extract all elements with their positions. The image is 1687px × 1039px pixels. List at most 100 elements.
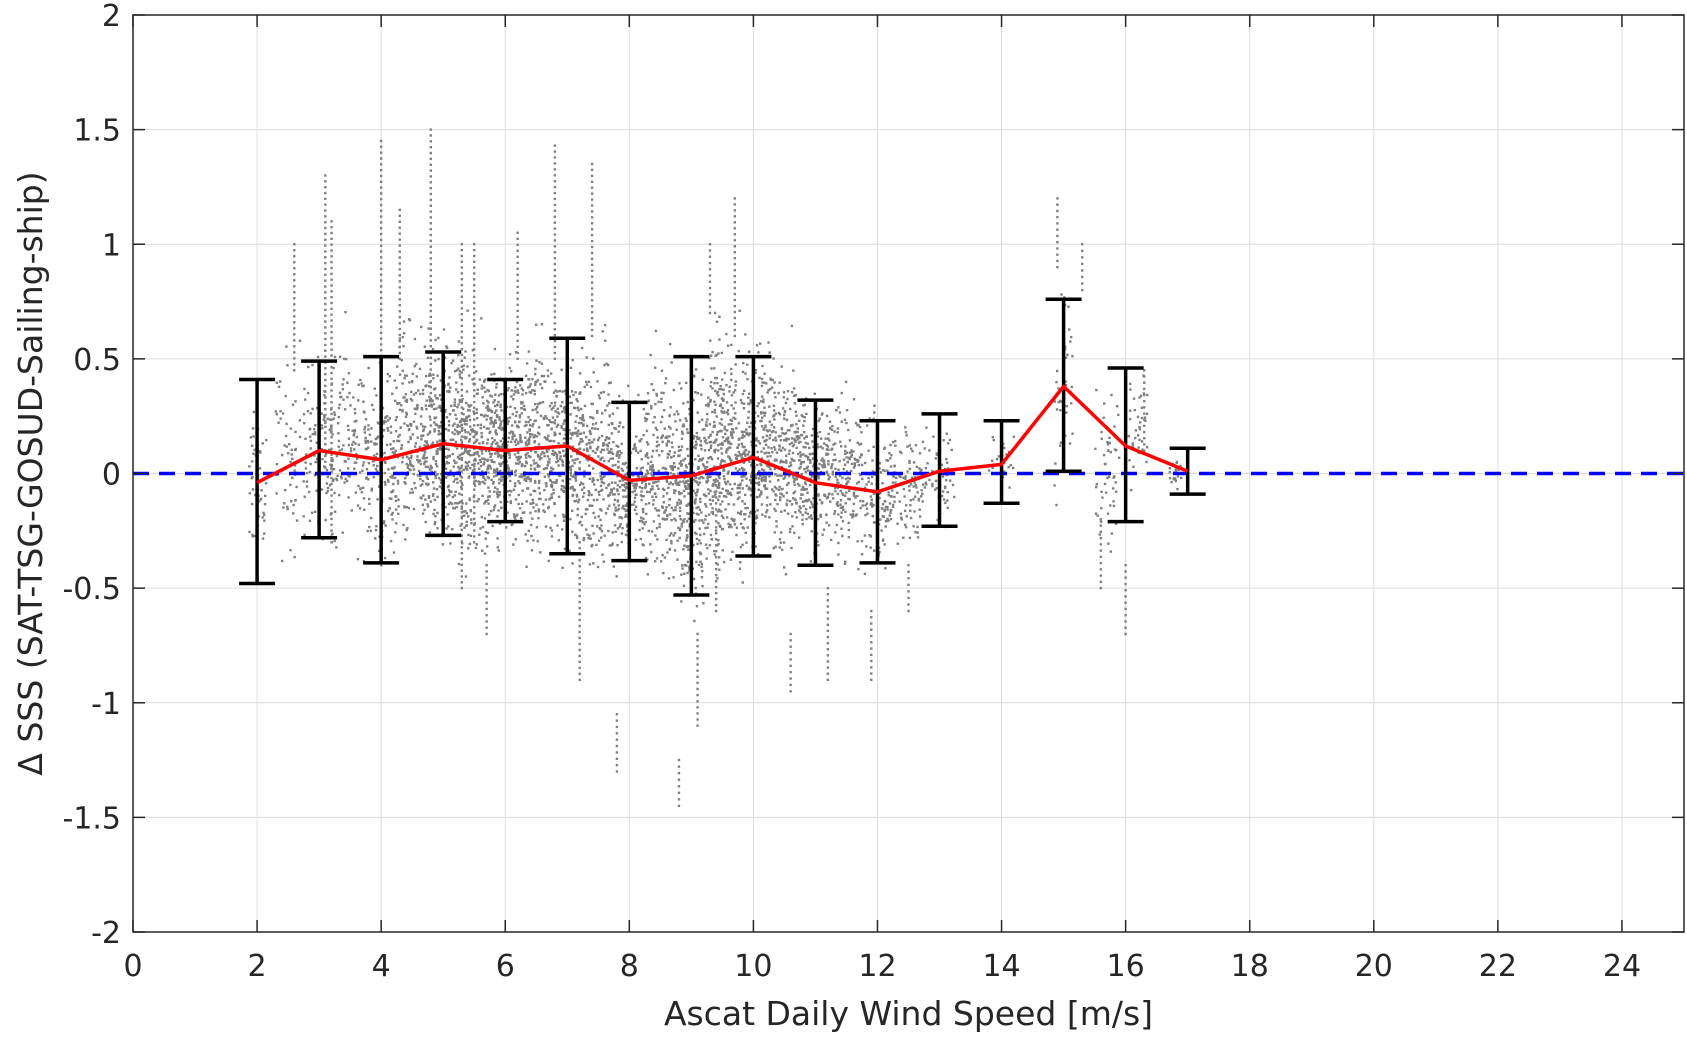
scatter-point — [348, 475, 351, 478]
scatter-point — [396, 482, 400, 485]
scatter-point — [514, 438, 518, 441]
scatter-point — [867, 480, 870, 483]
scatter-point — [551, 416, 555, 419]
scatter-point — [797, 441, 801, 444]
scatter-point — [1108, 441, 1111, 445]
scatter-point — [663, 427, 666, 430]
scatter-point — [705, 481, 708, 484]
scatter-point — [1106, 476, 1109, 480]
scatter-point — [364, 477, 368, 480]
scatter-point — [574, 479, 578, 482]
scatter-point — [421, 388, 425, 392]
scatter-point — [324, 431, 327, 434]
scatter-point — [405, 413, 409, 416]
scatter-point — [667, 486, 670, 490]
scatter-point — [275, 413, 279, 416]
scatter-point — [486, 388, 489, 392]
scatter-point — [745, 431, 749, 435]
scatter-point — [791, 459, 794, 462]
scatter-point — [497, 549, 501, 552]
scatter-point — [432, 492, 435, 496]
scatter-point — [809, 452, 813, 456]
scatter-point — [850, 449, 853, 452]
scatter-point — [492, 425, 495, 428]
scatter-point — [467, 515, 470, 518]
scatter-point — [729, 433, 733, 437]
scatter-point — [529, 511, 532, 514]
scatter-point — [631, 490, 634, 494]
scatter-point — [719, 463, 722, 466]
scatter-point — [460, 499, 464, 502]
scatter-point — [462, 418, 466, 421]
scatter-point — [747, 392, 751, 395]
scatter-point — [356, 557, 360, 561]
scatter-point — [383, 451, 386, 455]
scatter-point — [386, 478, 390, 482]
scatter-point — [460, 394, 464, 397]
scatter-point — [473, 459, 476, 462]
scatter-point — [600, 524, 603, 527]
scatter-point — [884, 525, 887, 528]
scatter-point — [924, 466, 928, 470]
scatter-point — [773, 448, 777, 451]
scatter-point — [760, 492, 763, 495]
scatter-point — [779, 498, 782, 502]
scatter-point — [645, 412, 648, 416]
scatter-point — [834, 442, 837, 445]
scatter-point — [680, 573, 683, 576]
scatter-point — [822, 460, 825, 464]
scatter-point — [460, 365, 464, 368]
scatter-point — [791, 496, 795, 500]
scatter-point — [793, 430, 796, 434]
scatter-point — [878, 467, 881, 470]
scatter-point — [400, 358, 404, 362]
scatter-point — [453, 494, 457, 497]
scatter-point — [420, 434, 423, 438]
scatter-point — [478, 482, 481, 486]
scatter-point — [429, 263, 432, 266]
scatter-point — [920, 489, 923, 492]
scatter-point — [338, 403, 341, 406]
scatter-point — [407, 457, 411, 460]
scatter-point — [613, 512, 616, 516]
scatter-point — [529, 383, 532, 386]
scatter-point — [324, 180, 327, 183]
scatter-point — [250, 502, 254, 506]
scatter-point — [694, 458, 697, 461]
scatter-point — [872, 492, 875, 495]
scatter-point — [498, 418, 501, 421]
scatter-point — [489, 394, 492, 397]
scatter-point — [524, 436, 527, 439]
scatter-point — [1011, 466, 1015, 470]
scatter-point — [330, 424, 333, 427]
scatter-point — [531, 377, 534, 381]
scatter-point — [521, 511, 524, 514]
scatter-point — [547, 475, 551, 478]
scatter-point — [486, 468, 489, 471]
scatter-point — [330, 395, 333, 398]
scatter-point — [425, 440, 429, 443]
scatter-point — [765, 434, 769, 437]
scatter-point — [770, 423, 773, 426]
scatter-point — [427, 385, 431, 388]
scatter-point — [760, 479, 764, 483]
scatter-point — [493, 460, 496, 464]
scatter-point — [755, 516, 759, 519]
scatter-point — [1172, 478, 1175, 481]
scatter-point — [728, 385, 731, 389]
scatter-point — [575, 534, 579, 538]
scatter-point — [329, 408, 333, 411]
scatter-point — [437, 425, 440, 428]
scatter-point — [429, 157, 432, 161]
scatter-point — [857, 459, 860, 462]
scatter-point — [591, 427, 594, 430]
scatter-point — [542, 374, 546, 378]
scatter-point — [330, 427, 333, 430]
scatter-point — [736, 511, 740, 515]
scatter-point — [553, 481, 556, 484]
scatter-point — [764, 477, 767, 481]
scatter-point — [592, 438, 596, 441]
scatter-point — [404, 538, 407, 541]
scatter-point — [747, 450, 751, 454]
scatter-point — [517, 462, 520, 465]
